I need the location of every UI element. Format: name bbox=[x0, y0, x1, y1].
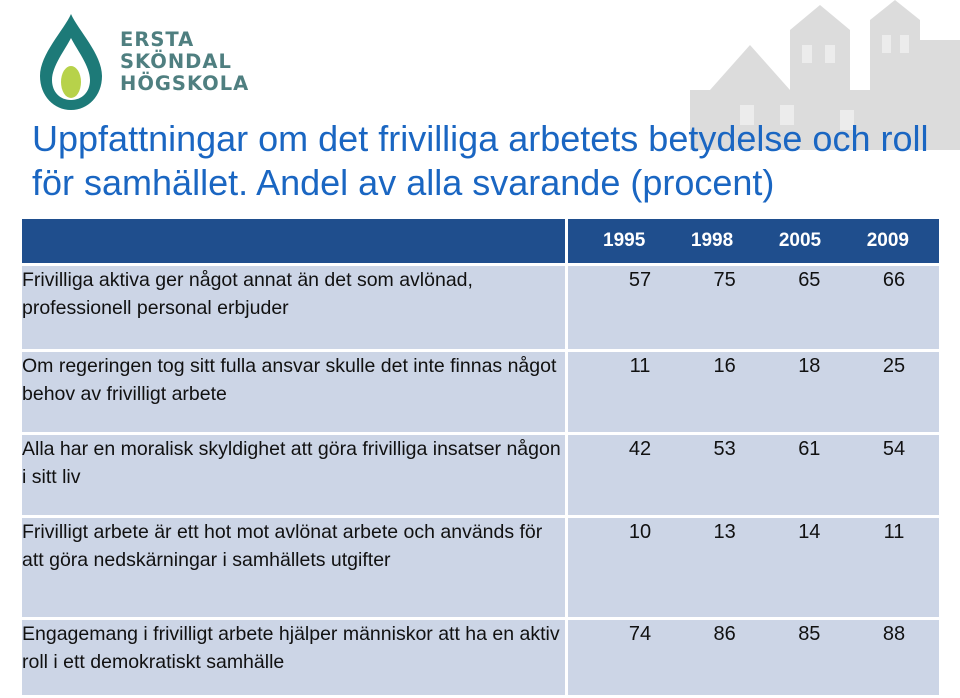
year-2005: 2005 bbox=[778, 230, 822, 251]
header-years-cell: 1995 1998 2005 2009 bbox=[568, 219, 942, 266]
table-row: Frivilligt arbete är ett hot mot avlönat… bbox=[22, 518, 942, 620]
logo-line-1: ERSTA bbox=[120, 28, 195, 51]
year-2009: 2009 bbox=[866, 230, 909, 251]
table-row: Alla har en moralisk skyldighet att göra… bbox=[22, 435, 942, 518]
table-row: Frivilliga aktiva ger något annat än det… bbox=[22, 266, 942, 352]
row-values: 42 53 61 54 bbox=[568, 435, 942, 518]
value-cell: 61 bbox=[798, 438, 821, 460]
value-cell: 74 bbox=[628, 623, 652, 645]
table-header-row: 1995 1998 2005 2009 bbox=[22, 219, 942, 266]
row-label: Alla har en moralisk skyldighet att göra… bbox=[22, 435, 568, 518]
water-drop-logo-icon bbox=[40, 14, 102, 110]
slide-title: Uppfattningar om det frivilliga arbetets… bbox=[32, 118, 929, 203]
value-cell: 10 bbox=[628, 521, 652, 543]
table-row: Om regeringen tog sitt fulla ansvar skul… bbox=[22, 352, 942, 435]
value-cell: 53 bbox=[713, 438, 736, 460]
value-cell: 57 bbox=[628, 269, 652, 291]
row-values: 57 75 65 66 bbox=[568, 266, 942, 352]
value-cell: 88 bbox=[882, 623, 906, 645]
value-cell: 16 bbox=[713, 355, 736, 377]
year-1998: 1998 bbox=[690, 230, 734, 251]
logo-line-3: HÖGSKOLA bbox=[120, 72, 250, 95]
survey-table: 1995 1998 2005 2009 Frivilliga aktiva ge… bbox=[22, 219, 942, 698]
row-values: 74 86 85 88 bbox=[568, 620, 942, 698]
value-cell: 65 bbox=[798, 269, 821, 291]
value-cell: 25 bbox=[882, 355, 906, 377]
value-cell: 13 bbox=[713, 521, 736, 543]
value-cell: 14 bbox=[798, 521, 821, 543]
table-row: Engagemang i frivilligt arbete hjälper m… bbox=[22, 620, 942, 698]
logo-wordmark: ERSTA SKÖNDAL HÖGSKOLA bbox=[120, 29, 249, 95]
row-label: Frivilliga aktiva ger något annat än det… bbox=[22, 266, 568, 352]
value-cell: 54 bbox=[882, 438, 906, 460]
value-cell: 42 bbox=[628, 438, 652, 460]
value-cell: 85 bbox=[798, 623, 821, 645]
value-cell: 18 bbox=[798, 355, 821, 377]
row-label: Om regeringen tog sitt fulla ansvar skul… bbox=[22, 352, 568, 435]
row-label: Frivilligt arbete är ett hot mot avlönat… bbox=[22, 518, 568, 620]
year-1995: 1995 bbox=[603, 230, 646, 251]
value-cell: 11 bbox=[883, 521, 905, 543]
header-empty-cell bbox=[22, 219, 568, 266]
row-values: 11 16 18 25 bbox=[568, 352, 942, 435]
logo-line-2: SKÖNDAL bbox=[120, 50, 232, 73]
value-cell: 66 bbox=[882, 269, 906, 291]
value-cell: 11 bbox=[629, 355, 651, 377]
castle-backdrop-image bbox=[540, 0, 960, 150]
row-label: Engagemang i frivilligt arbete hjälper m… bbox=[22, 620, 568, 698]
row-values: 10 13 14 11 bbox=[568, 518, 942, 620]
value-cell: 86 bbox=[713, 623, 736, 645]
ersta-skondal-logo: ERSTA SKÖNDAL HÖGSKOLA bbox=[30, 12, 249, 112]
value-cell: 75 bbox=[713, 269, 736, 291]
